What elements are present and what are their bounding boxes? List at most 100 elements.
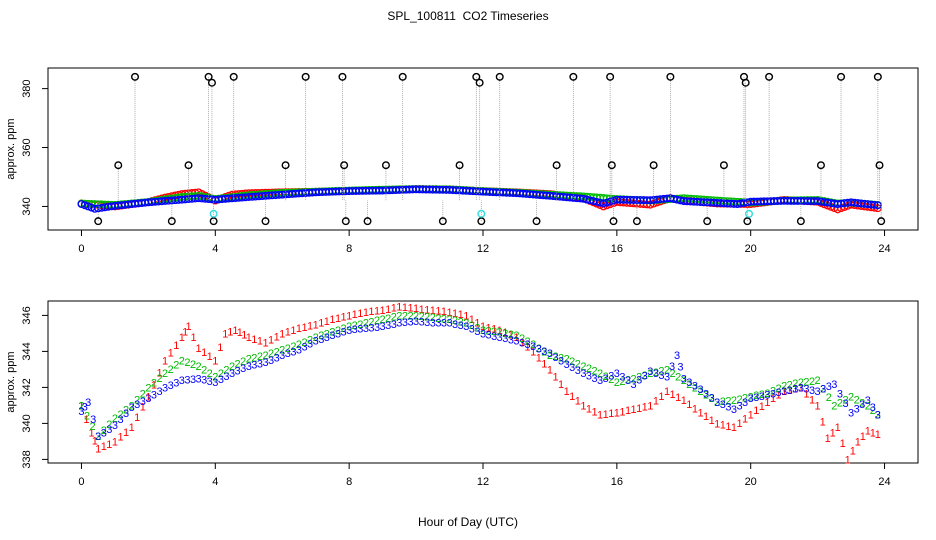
bottom-series-2-mark: 2	[647, 368, 653, 380]
top-flagged-point	[475, 78, 484, 87]
bottom-series-2-mark: 2	[329, 327, 335, 339]
top-flagged-point	[341, 217, 350, 226]
top-level3-point	[84, 202, 93, 211]
bottom-series-1-mark: 1	[865, 426, 871, 438]
top-flagged-point	[741, 78, 750, 87]
bottom-series-2-mark: 2	[458, 316, 464, 328]
bottom-series-1-mark: 1	[446, 307, 452, 319]
bottom-series-1-mark: 1	[352, 309, 358, 321]
top-flagged-point	[438, 217, 447, 226]
top-flagged-point	[94, 217, 103, 226]
bottom-series-2-mark: 2	[736, 394, 742, 406]
bottom-series-3-mark: 3	[703, 388, 709, 400]
bottom-series-2-mark: 2	[391, 312, 397, 324]
bottom-series-3-mark: 3	[240, 363, 246, 375]
bottom-series-3-mark: 3	[117, 414, 123, 426]
bottom-series-1-mark: 1	[469, 314, 475, 326]
top-y-tick-label: 380	[21, 79, 33, 97]
bottom-series-2-mark: 2	[168, 364, 174, 376]
bottom-series-3-mark: 3	[480, 328, 486, 340]
bottom-series-1-mark: 1	[329, 314, 335, 326]
bottom-series-1-mark: 1	[692, 403, 698, 415]
bottom-series-3-mark: 3	[145, 393, 151, 405]
bottom-series-1-mark: 1	[586, 403, 592, 415]
bottom-series-2-mark: 2	[112, 413, 118, 425]
bottom-series-1-mark: 1	[407, 303, 413, 315]
bottom-series-2-mark: 2	[670, 368, 676, 380]
bottom-series-2-mark: 2	[435, 313, 441, 325]
bottom-series-1-mark: 1	[145, 391, 151, 403]
bottom-series-3-mark: 3	[430, 318, 436, 330]
bottom-series-2-mark: 2	[859, 397, 865, 409]
bottom-series-2-mark: 2	[162, 368, 168, 380]
bottom-series-1-mark: 1	[402, 302, 408, 314]
bottom-series-2-mark: 2	[419, 311, 425, 323]
bottom-series-3-mark: 3	[123, 408, 129, 420]
bottom-series-3-mark: 3	[140, 396, 146, 408]
bottom-series-3-mark: 3	[474, 326, 480, 338]
bottom-series-2-mark: 2	[619, 376, 625, 388]
bottom-series-2-mark: 2	[179, 355, 185, 367]
bottom-series-1-mark: 1	[502, 327, 508, 339]
top-flagged-point	[606, 72, 615, 81]
figure-title: SPL_100811 CO2 Timeseries	[387, 9, 549, 23]
bottom-series-1-mark: 1	[815, 400, 821, 412]
bottom-series-3-mark: 3	[731, 404, 737, 416]
bottom-series-1-mark: 1	[547, 364, 553, 376]
bottom-series-3-mark: 3	[558, 355, 564, 367]
bottom-series-1-mark: 1	[285, 327, 291, 339]
bottom-series-2-mark: 2	[580, 361, 586, 373]
bottom-series-2-mark: 2	[547, 350, 553, 362]
top-flagged-point	[796, 217, 805, 226]
bottom-series-3-mark: 3	[363, 323, 369, 335]
bottom-series-1-mark: 1	[237, 327, 243, 339]
bottom-series-3-mark: 3	[674, 350, 680, 362]
bottom-series-1-mark: 1	[860, 431, 866, 443]
bottom-series-3-mark: 3	[251, 360, 257, 372]
bottom-series-2-mark: 2	[591, 366, 597, 378]
bottom-series-3-mark: 3	[346, 325, 352, 337]
bottom-series-1-mark: 1	[357, 308, 363, 320]
bottom-series-2-mark: 2	[396, 310, 402, 322]
bottom-series-3-mark: 3	[486, 330, 492, 342]
bottom-series-1-mark: 1	[324, 316, 330, 328]
bottom-series-1-mark: 1	[474, 318, 480, 330]
bottom-series-1-mark: 1	[435, 306, 441, 318]
bottom-series-2-mark: 2	[318, 330, 324, 342]
top-flagged-point	[261, 217, 270, 226]
bottom-series-1-mark: 1	[519, 337, 525, 349]
bottom-series-3-mark: 3	[435, 318, 441, 330]
bottom-series-3-mark: 3	[759, 391, 765, 403]
bottom-series-3-mark: 3	[875, 409, 881, 421]
bottom-series-2-mark: 2	[313, 332, 319, 344]
bottom-series-1-mark: 1	[129, 422, 135, 434]
bottom-series-3-mark: 3	[296, 345, 302, 357]
bottom-series-3-mark: 3	[625, 375, 631, 387]
bottom-series-1-mark: 1	[134, 412, 140, 424]
bottom-series-1-mark: 1	[257, 336, 263, 348]
bottom-series-3-mark: 3	[692, 381, 698, 393]
bottom-series-2-mark: 2	[424, 312, 430, 324]
top-flagged-point	[569, 72, 578, 81]
bottom-series-3-mark: 3	[335, 328, 341, 340]
bottom-series-2-mark: 2	[631, 373, 637, 385]
bottom-series-2-mark: 2	[525, 336, 531, 348]
bottom-series-3-mark: 3	[787, 385, 793, 397]
bottom-x-tick-label: 24	[878, 476, 890, 488]
bottom-series-2-mark: 2	[586, 363, 592, 375]
bottom-series-1-mark: 1	[156, 367, 162, 379]
bottom-series-3-mark: 3	[564, 359, 570, 371]
bottom-series-1-mark: 1	[608, 408, 614, 420]
bottom-series-3-mark: 3	[268, 355, 274, 367]
bottom-series-2-mark: 2	[675, 372, 681, 384]
bottom-series-2-mark: 2	[90, 421, 96, 433]
bottom-series-1-mark: 1	[825, 433, 831, 445]
bottom-series-2-mark: 2	[748, 391, 754, 403]
bottom-series-1-mark: 1	[803, 388, 809, 400]
bottom-series-1-mark: 1	[207, 351, 213, 363]
bottom-series-3-mark: 3	[764, 390, 770, 402]
top-flagged-point	[875, 161, 884, 170]
top-flagged-point	[114, 161, 123, 170]
bottom-series-2-mark: 2	[212, 372, 218, 384]
bottom-series-2-mark: 2	[374, 315, 380, 327]
